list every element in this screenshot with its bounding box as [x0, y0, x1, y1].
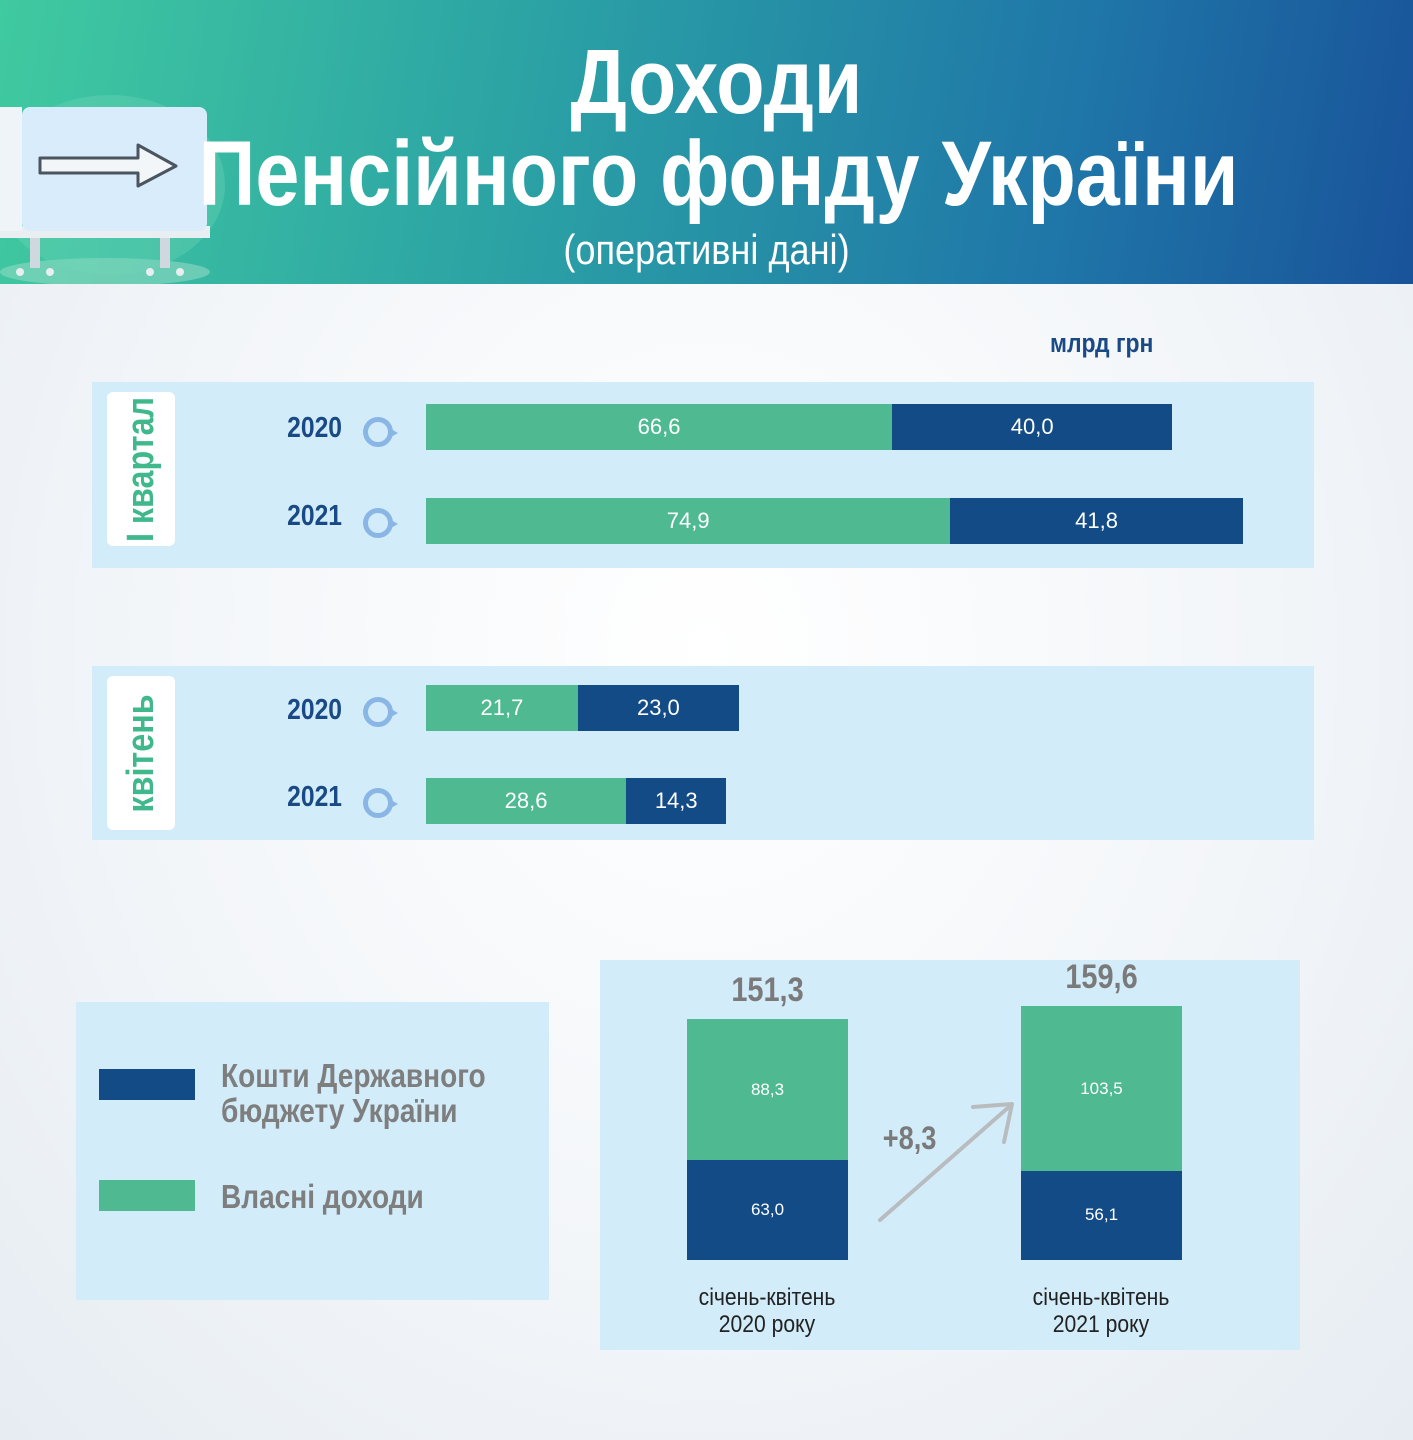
change-label: +8,3 [882, 1120, 937, 1156]
group-tab-q1: I квартал [107, 392, 175, 546]
page-title-line2: Пенсійного фонду України [198, 123, 1239, 225]
category-label-2021-line1: січень-квітень [1032, 1284, 1170, 1311]
legend-label-state-line1: Кошти Державного [221, 1057, 486, 1094]
bar-q1-2021-own: 74,9 [426, 498, 951, 544]
bar-april-2021: 28,6 14,3 [426, 778, 727, 824]
ring-marker-icon [363, 697, 398, 727]
bar-april-2020-own: 21,7 [426, 685, 578, 731]
bar-q1-2020-state: 40,0 [892, 404, 1173, 450]
group-tab-april: квітень [107, 676, 175, 830]
chart-april-panel: квітень 2020 21,7 23,0 2021 28,6 14,3 [92, 666, 1314, 840]
page-title-line1: Доходи [570, 31, 863, 133]
legend: Кошти Державного бюджету України Власні … [76, 1002, 549, 1300]
chart-q1-panel: I квартал 2020 66,6 40,0 2021 74,9 41,8 [92, 382, 1314, 568]
total-label-2020: 151,3 [731, 971, 804, 1010]
bar-april-2021-state: 14,3 [626, 778, 727, 824]
tick-label-q1-2021: 2021 [287, 500, 342, 532]
bar-jan-apr-2020-state: 63,0 [687, 1159, 848, 1260]
ring-marker-icon [363, 508, 398, 538]
ring-marker-icon [363, 417, 398, 447]
total-label-2021: 159,6 [1065, 958, 1138, 997]
legend-swatch-own [99, 1180, 195, 1211]
bar-q1-2020: 66,6 40,0 [426, 404, 1173, 450]
legend-label-state: Кошти Державного бюджету України [221, 1058, 486, 1128]
ring-marker-icon [363, 788, 398, 818]
bar-april-2021-own: 28,6 [426, 778, 627, 824]
tick-label-q1-2020: 2020 [287, 412, 342, 444]
category-label-2020-line2: 2020 року [718, 1311, 816, 1338]
legend-label-state-line2: бюджету України [221, 1092, 458, 1129]
header-banner: Доходи Пенсійного фонду України (операти… [0, 0, 1413, 284]
bar-q1-2020-own: 66,6 [426, 404, 893, 450]
chart-jan-apr-panel: 151,3 88,3 63,0 січень-квітень 2020 року… [600, 958, 1300, 1350]
bar-jan-apr-2021-own: 103,5 [1021, 1006, 1182, 1171]
tick-label-april-2021: 2021 [287, 781, 342, 813]
category-label-2021-line2: 2021 року [1052, 1311, 1150, 1338]
tick-label-april-2020: 2020 [287, 694, 342, 726]
bar-jan-apr-2021-state: 56,1 [1021, 1170, 1182, 1260]
bar-q1-2021: 74,9 41,8 [426, 498, 1243, 544]
increase-arrow-icon [878, 1102, 1014, 1222]
legend-label-own: Власні доходи [221, 1178, 424, 1215]
bar-jan-apr-2020: 88,3 63,0 [687, 1019, 848, 1260]
bar-april-2020-state: 23,0 [577, 685, 739, 731]
bar-april-2020: 21,7 23,0 [426, 685, 739, 731]
bar-jan-apr-2021: 103,5 56,1 [1021, 1006, 1182, 1260]
category-label-2021: січень-квітень 2021 року [995, 1284, 1206, 1338]
unit-label: млрд грн [1050, 328, 1154, 358]
category-label-2020: січень-квітень 2020 року [661, 1284, 872, 1338]
signpost-arrow-icon [0, 95, 225, 284]
category-label-2020-line1: січень-квітень [698, 1284, 836, 1311]
bar-jan-apr-2020-own: 88,3 [687, 1019, 848, 1160]
group-label-april: квітень [119, 693, 162, 813]
page-subtitle: (оперативні дані) [563, 226, 850, 273]
group-label-q1: I квартал [119, 396, 162, 542]
bar-q1-2021-state: 41,8 [950, 498, 1243, 544]
legend-swatch-state [99, 1069, 195, 1100]
